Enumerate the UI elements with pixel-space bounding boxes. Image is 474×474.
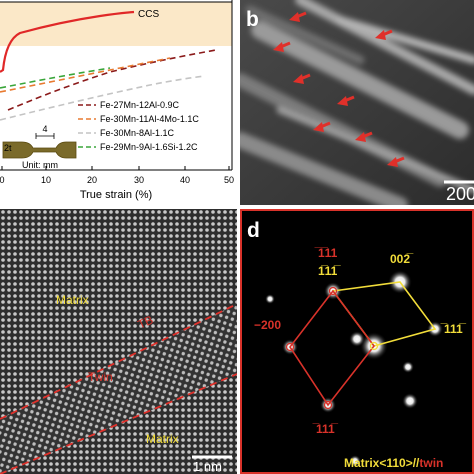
band-3 [240, 132, 408, 205]
twin-label: Twin [88, 370, 113, 384]
stress-strain-plot: 0 10 20 30 40 50 True strain (%) CCS 4 2… [0, 0, 234, 201]
arrow-5 [313, 121, 331, 132]
x-tick-label-0: 0 [0, 175, 5, 185]
hrtem-image-c: Matrix TB Twin Matrix 1 nm [0, 209, 237, 474]
x-tick-label-30: 30 [134, 175, 144, 185]
spot-label-twin-bottom: ̅111̅ [312, 422, 339, 436]
x-tick-labels: 0 10 20 30 40 50 [0, 175, 234, 185]
specimen-inset: 4 2t Unit: mm [2, 124, 77, 170]
band-6 [276, 106, 474, 194]
deformation-bands [240, 0, 474, 205]
scale-bar-text-c: 1 nm [193, 459, 222, 474]
panel-c: Matrix TB Twin Matrix 1 nm [0, 209, 237, 474]
arrow-2 [375, 29, 393, 40]
specimen-shape [2, 141, 77, 159]
ccs-label: CCS [138, 9, 159, 20]
ccs-curve [0, 10, 135, 73]
spot-label-twin-top: ̅1̅11 [314, 246, 338, 260]
band-5 [245, 5, 365, 65]
zone-axis-twin: twin [419, 456, 443, 470]
legend: Fe-27Mn-12Al-0.9C Fe-30Mn-11Al-4Mo-1.1C … [78, 100, 199, 152]
dimension-label: 4 [42, 124, 47, 134]
zone-axis-caption: Matrix<110>//twin [344, 456, 443, 470]
twin-boundary-lower [0, 373, 237, 474]
curve-fe29mn-si [0, 67, 111, 89]
twin-parallelogram [289, 289, 376, 407]
panel-d: d ̅1̅11 1̅11̅ 002̅ −200 ̅111̅ ̅111̅ Matr… [240, 209, 474, 474]
x-ticks [1, 166, 230, 170]
unit-label: Unit: mm [22, 160, 58, 170]
spot-10 [265, 294, 275, 304]
x-tick-label-40: 40 [180, 175, 190, 185]
ccs-region-band [0, 2, 232, 46]
tb-label: TB [136, 313, 156, 332]
panel-a: 0 10 20 30 40 50 True strain (%) CCS 4 2… [0, 0, 237, 205]
spot-label-002: 002̅ [390, 252, 414, 266]
thickness-label: 2t [4, 143, 12, 153]
spot-label-matrix-right: ̅111̅ [440, 322, 467, 336]
x-tick-label-10: 10 [41, 175, 51, 185]
matrix-label-top: Matrix [56, 293, 89, 307]
panel-border [240, 209, 474, 474]
spot-7 [402, 361, 414, 373]
matrix-label-bottom: Matrix [146, 432, 179, 446]
arrow-0 [289, 11, 307, 22]
red-arrows [273, 11, 474, 184]
spot-label-200: −200 [254, 318, 281, 332]
arrow-1 [273, 41, 291, 52]
legend-entry-3: Fe-29Mn-9Al-1.6Si-1.2C [100, 142, 198, 152]
twin-boundary-upper [0, 303, 237, 420]
x-tick-label-20: 20 [87, 175, 97, 185]
arrow-4 [337, 95, 355, 106]
zone-axis-matrix: Matrix<110>// [344, 456, 420, 470]
panel-b: b 200 [240, 0, 474, 205]
curve-fe27mn [7, 49, 217, 111]
spot-6 [349, 331, 365, 347]
x-tick-label-50: 50 [224, 175, 234, 185]
tem-image-b: b 200 [240, 0, 474, 205]
band-4 [336, 16, 474, 64]
panel-label-b: b [246, 8, 259, 31]
arrow-7 [387, 156, 405, 167]
x-axis-label: True strain (%) [80, 189, 152, 201]
spot-9 [349, 455, 361, 467]
arrow-6 [355, 131, 373, 142]
scale-bar-text-b: 200 [446, 184, 474, 204]
arrow-3 [293, 73, 311, 84]
legend-entry-0: Fe-27Mn-12Al-0.9C [100, 100, 180, 110]
band-2 [295, 0, 474, 95]
diffraction-pattern-d: d ̅1̅11 1̅11̅ 002̅ −200 ̅111̅ ̅111̅ Matr… [240, 209, 474, 474]
curve-fe30mn-mo [0, 57, 171, 93]
legend-entry-2: Fe-30Mn-8Al-1.1C [100, 128, 175, 138]
legend-entry-1: Fe-30Mn-11Al-4Mo-1.1C [100, 114, 199, 124]
panel-label-d: d [247, 219, 260, 242]
band-0 [251, 21, 469, 139]
spot-8 [402, 393, 418, 409]
spot-label-matrix-top: 1̅11̅ [318, 264, 341, 278]
